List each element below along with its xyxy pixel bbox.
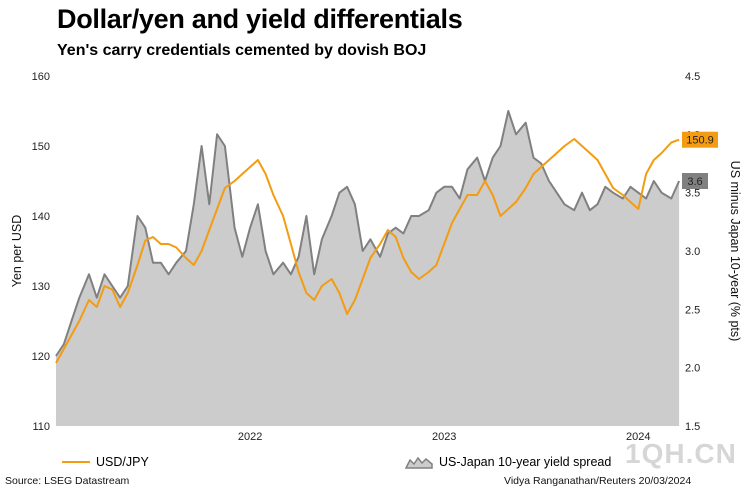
x-tick-label: 2023 xyxy=(432,431,456,443)
spread-last-value: 3.6 xyxy=(687,176,702,188)
right-tick-label: 2.5 xyxy=(685,304,700,316)
x-tick-label: 2024 xyxy=(626,431,650,443)
chart-subtitle: Yen's carry credentials cemented by dovi… xyxy=(57,42,427,59)
right-tick-label: 2.0 xyxy=(685,363,700,375)
right-tick-label: 3.5 xyxy=(685,188,700,200)
legend-spread-label: US-Japan 10-year yield spread xyxy=(439,455,612,469)
usdjpy-line xyxy=(55,138,680,364)
right-tick-label: 3.0 xyxy=(685,246,700,258)
spread-line xyxy=(55,110,681,357)
usdjpy-last-value-box xyxy=(682,131,718,148)
left-tick-label: 150 xyxy=(32,141,50,153)
left-tick-label: 140 xyxy=(32,211,50,223)
legend-usdjpy: USD/JPY xyxy=(62,455,149,469)
usdjpy-last-value: 150.9 xyxy=(686,135,714,147)
legend-usdjpy-swatch xyxy=(62,461,90,463)
left-tick-label: 120 xyxy=(32,351,50,363)
right-tick-label: 1.5 xyxy=(685,421,700,433)
credit-note: Vidya Ranganathan/Reuters 20/03/2024 xyxy=(504,475,692,487)
spread-last-value-box xyxy=(682,173,708,189)
x-tick-label: 2022 xyxy=(238,431,262,443)
right-axis-label: US minus Japan 10-year (% pts) xyxy=(728,161,742,342)
watermark: 1QH.CN xyxy=(625,438,737,469)
left-tick-label: 160 xyxy=(32,71,50,83)
legend-spread-swatch xyxy=(405,456,433,469)
chart-title: Dollar/yen and yield differentials xyxy=(57,4,463,34)
legend-usdjpy-label: USD/JPY xyxy=(96,455,149,469)
source-note: Source: LSEG Datastream xyxy=(5,475,130,487)
left-tick-label: 130 xyxy=(32,281,50,293)
left-axis-label: Yen per USD xyxy=(10,215,24,288)
left-tick-label: 110 xyxy=(32,421,50,433)
legend-spread: US-Japan 10-year yield spread xyxy=(405,455,611,469)
right-tick-label: 4.5 xyxy=(685,71,700,83)
